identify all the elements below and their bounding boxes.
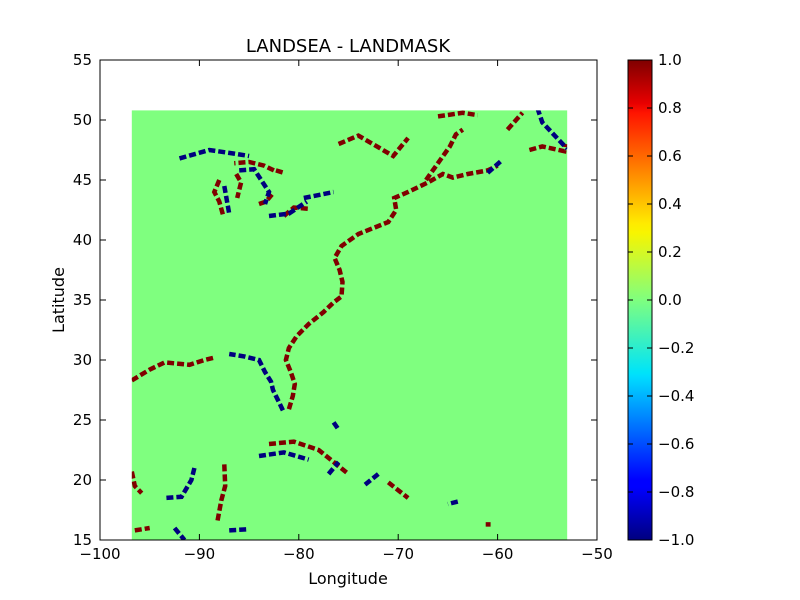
land-gain-segment-8 [424,127,465,182]
y-axis-label: Latitude [49,267,68,333]
y-tick-label: 30 [73,351,92,369]
x-tick-label: −60 [482,545,514,563]
x-tick-label: −90 [184,545,216,563]
y-tick-label: 55 [73,51,92,69]
land-loss-segment-3 [229,526,250,533]
chart-title: LANDSEA - LANDMASK [246,36,451,57]
land-gain-segment-9 [528,143,568,154]
y-tick-label: 35 [73,291,92,309]
colorbar-tick-label: 1.0 [658,51,682,69]
land-gain-segment-13 [258,192,274,207]
colorbar-tick-label: −0.8 [658,483,694,501]
land-gain-segment-3 [215,464,228,523]
land-gain-segment-2 [131,471,144,495]
land-loss-segment-2 [164,467,197,501]
plot-area: −100 −90 −80 −70 −60 −50 15 20 25 30 35 40 45 50 55 [73,51,613,563]
land-gain-segment-11 [211,179,226,217]
x-tick-label: −80 [283,545,315,563]
land-loss-segment-0 [228,351,285,412]
land-gain-segment-0 [283,163,499,410]
x-axis-ticks: −100 −90 −80 −70 −60 −50 [79,60,613,563]
land-gain-segment-18 [275,168,285,175]
land-loss-segment-14 [535,110,568,151]
colorbar-tick-label: −0.2 [658,339,694,357]
landmask-field [131,110,568,541]
colorbar-tick-label: −0.6 [658,435,694,453]
y-tick-label: 40 [73,231,92,249]
land-loss-segment-9 [178,147,250,161]
y-axis-ticks: 15 20 25 30 35 40 45 50 55 [73,51,597,549]
land-loss-segment-7 [331,421,341,431]
land-loss-segment-15 [486,157,505,175]
land-loss-segment-8 [447,499,459,507]
y-tick-label: 20 [73,471,92,489]
land-loss-segment-12 [268,199,309,219]
x-tick-label: −50 [581,545,613,563]
land-loss-segment-13 [303,189,335,201]
colorbar-tick-label: 0.6 [658,147,682,165]
land-gain-segment-16 [437,110,479,119]
land-loss-segment-6 [361,472,380,488]
colorbar-ticks: 1.0 0.8 0.6 0.4 0.2 0.0 −0.2 −0.4 −0.6 −0.8 −1.0 [628,51,694,549]
land-gain-segment-12 [234,172,244,199]
y-tick-label: 45 [73,171,92,189]
colorbar-tick-label: 0.4 [658,195,682,213]
x-axis-label: Longitude [308,569,388,588]
land-gain-segment-6 [386,480,410,500]
y-tick-label: 50 [73,111,92,129]
land-loss-segment-1 [172,526,187,541]
land-gain-segment-15 [337,133,410,159]
land-gain-segment-14 [282,205,309,218]
land-loss-segment-4 [258,450,310,462]
land-gain-segment-17 [505,111,525,132]
colorbar-tick-label: 0.2 [658,243,682,261]
colorbar-tick-label: −1.0 [658,531,694,549]
colorbar-tick-label: 0.8 [658,99,682,117]
colorbar-tick-label: 0.0 [658,291,682,309]
y-tick-label: 25 [73,411,92,429]
land-gain-segment-10 [234,159,275,173]
x-tick-label: −70 [382,545,414,563]
land-loss-segment-10 [222,185,232,214]
colorbar: 1.0 0.8 0.6 0.4 0.2 0.0 −0.2 −0.4 −0.6 −0.8 −1.0 [627,51,694,549]
coastline-layer [131,110,568,541]
colorbar-tick-label: −0.4 [658,387,694,405]
land-gain-segment-5 [268,439,350,476]
land-gain-segment-4 [134,525,151,533]
x-tick-label: −100 [79,545,120,563]
y-tick-label: 15 [73,531,92,549]
land-loss-segment-5 [326,460,341,476]
